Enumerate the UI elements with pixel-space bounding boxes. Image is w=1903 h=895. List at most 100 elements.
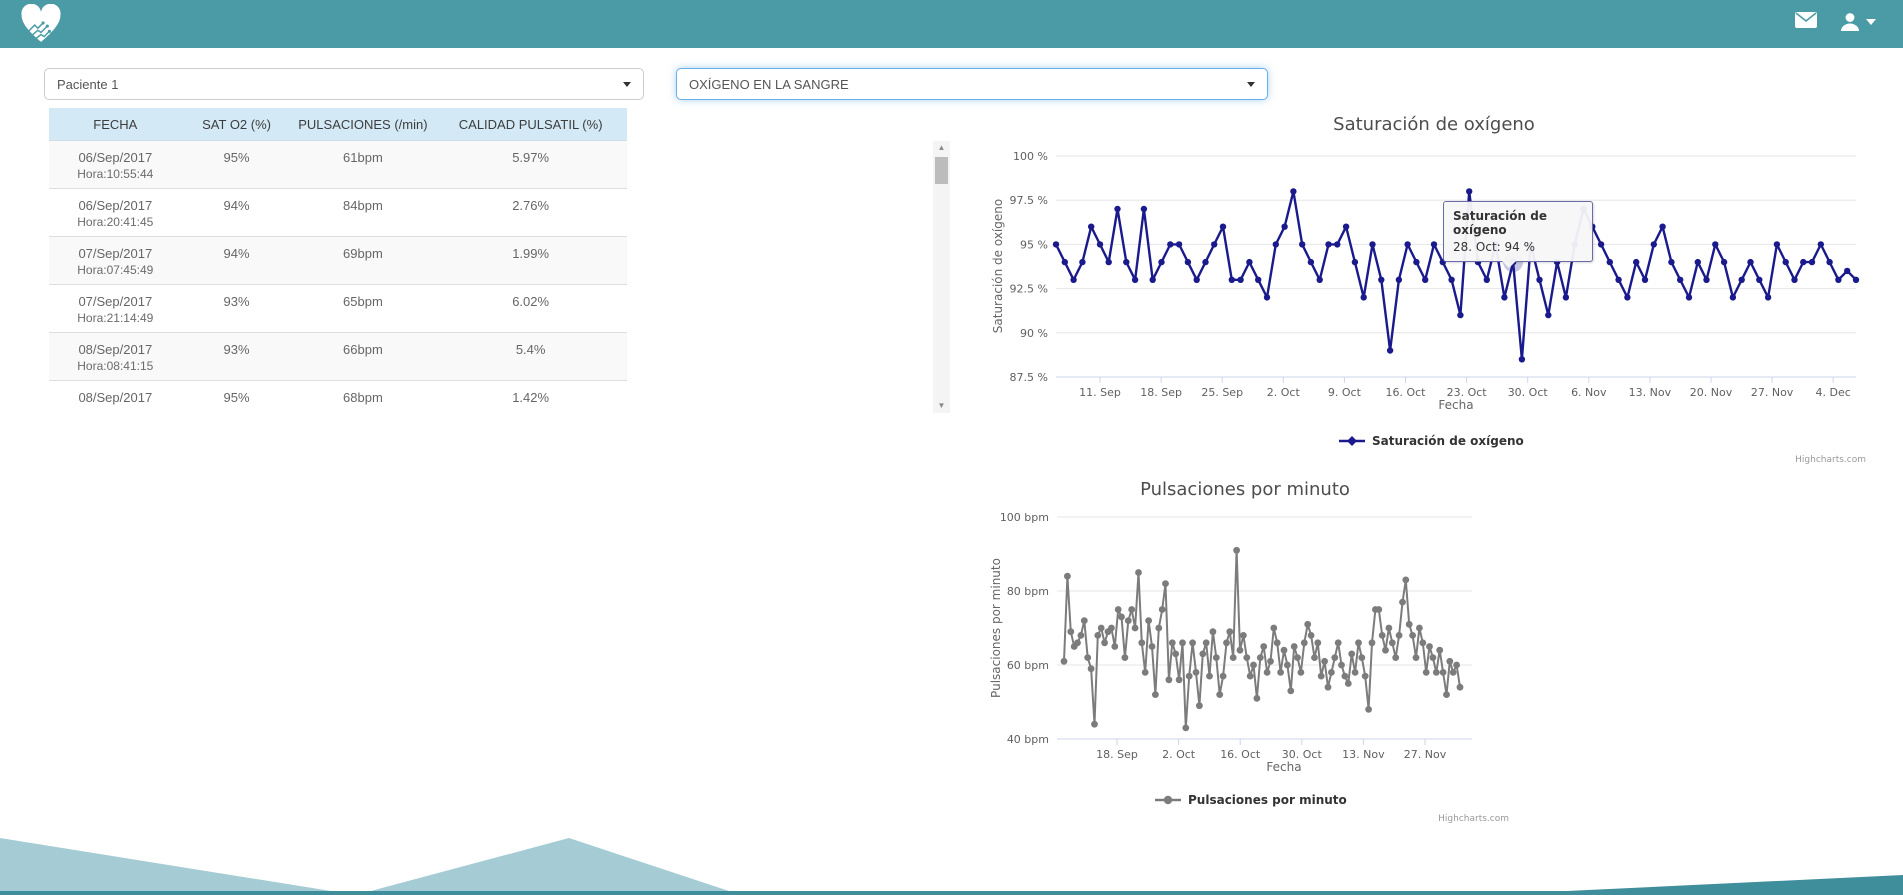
oxygen-saturation-chart[interactable]: Saturación de oxígeno 100 % 97.5 % 95 % 92.5… [988, 95, 1880, 475]
table-header-row: FECHA SAT O2 (%) PULSACIONES (/min) CALI… [49, 108, 627, 141]
x-tick-label: 2. Oct [1162, 748, 1196, 761]
series-line[interactable] [1063, 549, 1461, 729]
heart-pulse-logo-icon[interactable] [20, 4, 62, 44]
x-tick-label: 6. Nov [1571, 386, 1607, 399]
x-tick-label: 20. Nov [1690, 386, 1733, 399]
cell-quality: 1.99% [434, 236, 627, 285]
cell-quality: 5.97% [434, 140, 627, 189]
vertical-scrollbar[interactable]: ▲ ▼ [933, 141, 950, 413]
cell-sat: 93% [181, 284, 292, 333]
x-tick-label: 23. Oct [1447, 386, 1488, 399]
x-axis-title: Fecha [1438, 398, 1473, 412]
y-tick-label: 87.5 % [1010, 371, 1048, 384]
highcharts-credit-link[interactable]: Highcharts.com [1438, 814, 1509, 824]
x-tick-label: 30. Oct [1508, 386, 1549, 399]
cell-quality: 5.4% [434, 332, 627, 381]
x-tick-label: 13. Nov [1342, 748, 1385, 761]
legend-item[interactable]: Pulsaciones por minuto [1155, 793, 1347, 807]
series-line[interactable] [1054, 190, 1857, 361]
chart-title: Saturación de oxígeno [1333, 114, 1535, 135]
cell-pulse: 61bpm [291, 140, 435, 189]
y-tick-label: 90 % [1020, 327, 1048, 340]
chevron-down-icon [623, 81, 631, 87]
legend-label: Pulsaciones por minuto [1188, 793, 1347, 807]
cell-pulse: 66bpm [291, 332, 435, 381]
x-ticks: 11. Sep 18. Sep 25. Sep 2. Oct 9. Oct 16. Oct… [1079, 377, 1851, 399]
cell-quality: 6.02% [434, 284, 627, 333]
tooltip-detail: 28. Oct: 94 % [1453, 240, 1535, 254]
user-menu-button[interactable] [1840, 12, 1876, 32]
x-tick-label: 13. Nov [1629, 386, 1672, 399]
table-body: 06/Sep/2017 Hora:10:55:44 95% 61bpm 5.97% 06/… [49, 140, 627, 416]
chart-tooltip: Saturación de oxígeno 28. Oct: 94 % [1443, 201, 1593, 268]
patient-select-value: Paciente 1 [57, 76, 119, 92]
x-tick-label: 16. Oct [1385, 386, 1426, 399]
series-markers[interactable] [1060, 546, 1464, 732]
x-axis-title: Fecha [1266, 760, 1301, 774]
y-tick-label: 97.5 % [1010, 194, 1048, 207]
scroll-up-arrow-icon[interactable]: ▲ [937, 143, 946, 152]
x-tick-label: 16. Oct [1220, 748, 1261, 761]
cell-fecha: 06/Sep/2017 Hora:20:41:45 [49, 188, 182, 237]
table-row[interactable]: 07/Sep/2017 Hora:07:45:49 94% 69bpm 1.99% [49, 236, 627, 285]
cell-pulse: 84bpm [291, 188, 435, 237]
x-tick-label: 11. Sep [1079, 386, 1121, 399]
cell-sat: 93% [181, 332, 292, 381]
col-calidad: CALIDAD PULSATIL (%) [434, 108, 627, 141]
metric-select[interactable]: OXÍGENO EN LA SANGRE [676, 68, 1268, 100]
cell-sat: 94% [181, 188, 292, 237]
cell-pulse: 65bpm [291, 284, 435, 333]
footer-wave-decoration [0, 838, 1903, 895]
cell-pulse: 69bpm [291, 236, 435, 285]
x-tick-label: 27. Nov [1404, 748, 1447, 761]
x-tick-label: 18. Sep [1140, 386, 1182, 399]
y-tick-label: 100 bpm [1000, 511, 1049, 524]
x-ticks: 18. Sep 2. Oct 16. Oct 30. Oct 13. Nov 27. No… [1096, 739, 1447, 761]
y-tick-label: 92.5 % [1010, 283, 1048, 296]
pulse-chart[interactable]: Pulsaciones por minuto 100 bpm 80 bpm 60 bp… [988, 468, 1508, 828]
y-tick-label: 40 bpm [1007, 733, 1049, 746]
cell-fecha: 07/Sep/2017 Hora:21:14:49 [49, 284, 182, 333]
envelope-icon[interactable] [1795, 12, 1817, 28]
col-fecha: FECHA [49, 108, 182, 141]
table-row[interactable]: 06/Sep/2017 Hora:20:41:45 94% 84bpm 2.76% [49, 188, 627, 237]
highcharts-credit-link[interactable]: Highcharts.com [1795, 455, 1866, 465]
x-tick-label: 9. Oct [1328, 386, 1362, 399]
cell-sat: 94% [181, 236, 292, 285]
y-gridlines: 100 bpm 80 bpm 60 bpm 40 bpm [1000, 511, 1472, 746]
patient-select[interactable]: Paciente 1 [44, 68, 644, 100]
cell-fecha: 07/Sep/2017 Hora:07:45:49 [49, 236, 182, 285]
legend-label: Saturación de oxígeno [1372, 434, 1524, 448]
x-tick-label: 18. Sep [1096, 748, 1138, 761]
y-tick-label: 80 bpm [1007, 585, 1049, 598]
cell-fecha: 08/Sep/2017 Hora:08:41:15 [49, 332, 182, 381]
measurements-table-wrap: FECHA SAT O2 (%) PULSACIONES (/min) CALI… [49, 108, 627, 416]
cell-sat: 95% [181, 380, 292, 416]
scrollbar-thumb[interactable] [935, 157, 948, 184]
table-row[interactable]: 06/Sep/2017 Hora:10:55:44 95% 61bpm 5.97% [49, 140, 627, 189]
app-header [0, 0, 1903, 48]
cell-quality: 1.42% [434, 380, 627, 416]
chevron-down-icon [1247, 81, 1255, 87]
cell-pulse: 68bpm [291, 380, 435, 416]
table-row[interactable]: 08/Sep/2017 95% 68bpm 1.42% [49, 380, 627, 416]
cell-quality: 2.76% [434, 188, 627, 237]
x-tick-label: 30. Oct [1282, 748, 1323, 761]
x-tick-label: 4. Dec [1816, 386, 1851, 399]
col-sat-o2: SAT O2 (%) [181, 108, 292, 141]
legend-item[interactable]: Saturación de oxígeno [1339, 434, 1524, 448]
scroll-down-arrow-icon[interactable]: ▼ [937, 401, 946, 410]
user-icon [1841, 13, 1859, 31]
cell-fecha: 08/Sep/2017 [49, 380, 182, 416]
col-pulsaciones: PULSACIONES (/min) [291, 108, 435, 141]
measurements-table: FECHA SAT O2 (%) PULSACIONES (/min) CALI… [49, 108, 627, 416]
cell-sat: 95% [181, 140, 292, 189]
table-row[interactable]: 07/Sep/2017 Hora:21:14:49 93% 65bpm 6.02% [49, 284, 627, 333]
chevron-down-icon [1866, 19, 1876, 25]
x-tick-label: 2. Oct [1267, 386, 1301, 399]
y-tick-label: 95 % [1020, 238, 1048, 251]
metric-select-value: OXÍGENO EN LA SANGRE [689, 76, 849, 92]
table-row[interactable]: 08/Sep/2017 Hora:08:41:15 93% 66bpm 5.4% [49, 332, 627, 381]
chart-title: Pulsaciones por minuto [1140, 479, 1350, 500]
